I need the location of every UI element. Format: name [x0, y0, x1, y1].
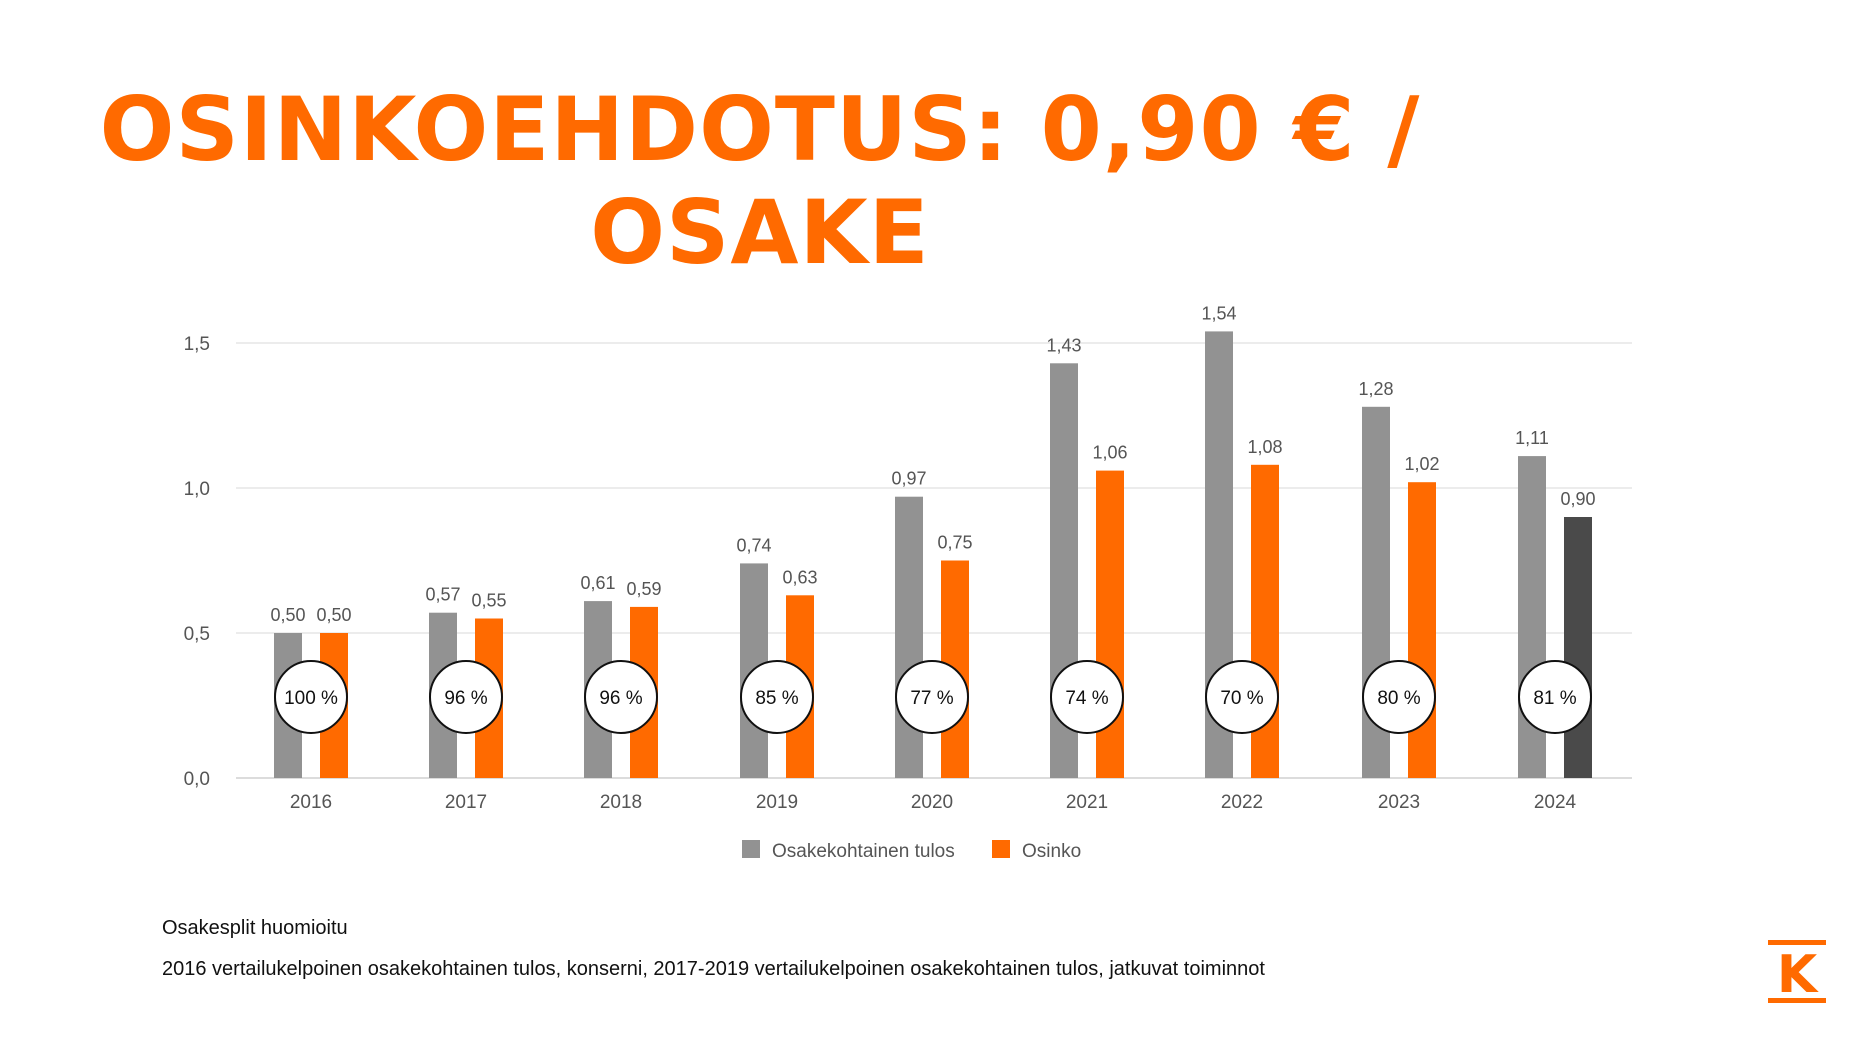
value-label-eps: 0,57	[425, 585, 460, 605]
value-label-eps: 0,50	[270, 605, 305, 625]
x-tick-label: 2017	[445, 792, 487, 813]
value-label-dividend: 0,59	[626, 579, 661, 599]
bar-chart: 0,0 0,5 1,0 1,5 0,50 0,50 0,57 0,55 0,61 0,59 0,7…	[184, 303, 1632, 862]
x-tick-label: 2023	[1378, 792, 1420, 813]
value-label-eps: 1,11	[1515, 428, 1549, 448]
logo-bottom-bar	[1768, 998, 1826, 1003]
payout-ratio-circle	[1362, 660, 1436, 734]
payout-ratio-circle	[584, 660, 658, 734]
value-label-eps: 1,43	[1046, 335, 1081, 355]
legend-swatch-eps	[742, 840, 760, 858]
legend-swatch-dividend	[992, 840, 1010, 858]
value-label-dividend: 0,75	[937, 533, 972, 553]
value-label-dividend: 0,90	[1560, 489, 1595, 509]
value-label-eps: 0,97	[891, 469, 926, 489]
value-label-dividend: 0,50	[316, 605, 351, 625]
value-label-dividend: 1,08	[1247, 437, 1282, 457]
logo-top-bar	[1768, 940, 1826, 945]
x-tick-label: 2021	[1066, 792, 1108, 813]
legend-label-dividend: Osinko	[1022, 841, 1081, 862]
value-label-dividend: 1,02	[1404, 454, 1439, 474]
payout-ratio-label: 70 %	[1220, 688, 1263, 709]
y-tick-label: 0,0	[184, 769, 210, 790]
payout-ratio-label: 85 %	[755, 688, 798, 709]
y-tick-label: 0,5	[184, 624, 210, 645]
value-label-eps: 1,54	[1201, 303, 1236, 323]
value-label-dividend: 0,63	[782, 567, 817, 587]
footnote-split: Osakesplit huomioitu	[162, 917, 348, 939]
payout-ratio-label: 100 %	[284, 688, 338, 709]
x-tick-label: 2018	[600, 792, 642, 813]
x-tick-label: 2019	[756, 792, 798, 813]
page-title: OSINKOEHDOTUS: 0,90 € / OSAKE	[99, 78, 1421, 284]
value-label-eps: 1,28	[1358, 379, 1393, 399]
y-tick-label: 1,5	[184, 334, 210, 355]
payout-ratio-circle	[1050, 660, 1124, 734]
y-tick-label: 1,0	[184, 479, 210, 500]
payout-ratio-label: 74 %	[1065, 688, 1108, 709]
bar-eps-2020	[895, 496, 923, 778]
payout-ratio-circle	[429, 660, 503, 734]
payout-ratio-label: 81 %	[1533, 688, 1576, 709]
value-label-dividend: 0,55	[471, 591, 506, 611]
payout-ratio-circle	[274, 660, 348, 734]
logo-letter: K	[1777, 945, 1819, 1004]
payout-ratio-circle	[740, 660, 814, 734]
bar-dividend-2024	[1564, 517, 1592, 778]
k-logo: K	[1768, 940, 1826, 1004]
value-label-dividend: 1,06	[1092, 443, 1127, 463]
x-tick-label: 2024	[1534, 792, 1577, 813]
payout-ratio-circle	[1518, 660, 1592, 734]
legend-label-eps: Osakekohtainen tulos	[772, 841, 955, 862]
x-tick-label: 2022	[1221, 792, 1263, 813]
footnote-comparability: 2016 vertailukelpoinen osakekohtainen tu…	[162, 958, 1265, 980]
value-label-eps: 0,74	[736, 535, 771, 555]
payout-ratio-label: 80 %	[1377, 688, 1420, 709]
value-label-eps: 0,61	[580, 573, 615, 593]
bar-dividend-2021	[1096, 470, 1124, 778]
x-tick-label: 2016	[290, 792, 332, 813]
payout-ratio-label: 96 %	[599, 688, 642, 709]
payout-ratio-label: 77 %	[910, 688, 953, 709]
payout-ratio-label: 96 %	[444, 688, 487, 709]
x-tick-label: 2020	[911, 792, 953, 813]
payout-ratio-circle	[895, 660, 969, 734]
payout-ratio-circle	[1205, 660, 1279, 734]
bar-dividend-2023	[1408, 482, 1436, 778]
